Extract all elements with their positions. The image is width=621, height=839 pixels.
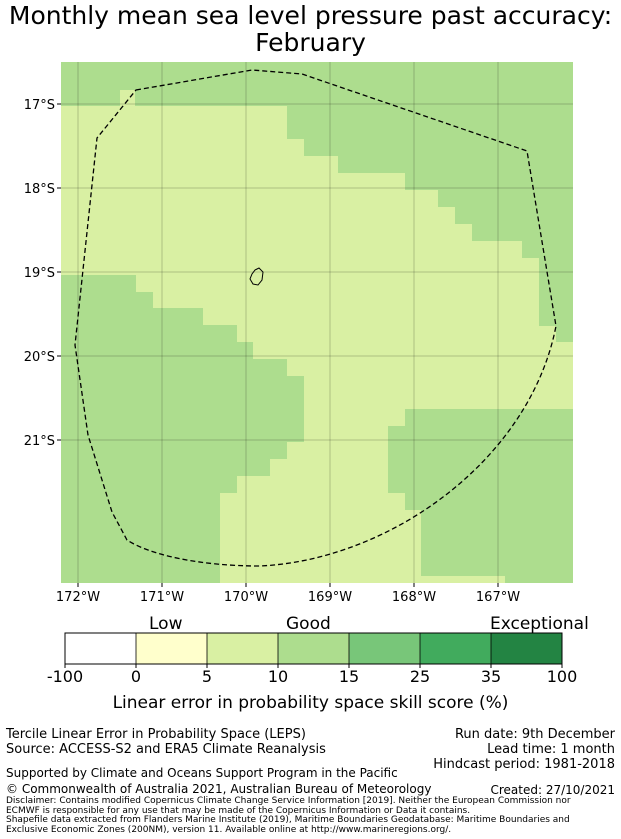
title-line-1: Monthly mean sea level pressure past acc… (8, 1, 613, 30)
hindcast-period: Hindcast period: 1981-2018 (433, 757, 615, 772)
run-date: Run date: 9th December (454, 727, 615, 742)
lat-label-17s: 17°S (24, 98, 55, 113)
disclaimer-line2: ECMWF is responsible for any use that ma… (6, 806, 471, 816)
cb-seg-3 (278, 633, 349, 664)
lon-label-171w: 171°W (140, 590, 184, 605)
lat-label-20s: 20°S (24, 350, 55, 365)
lon-label-168w: 168°W (392, 590, 436, 605)
lat-label-21s: 21°S (24, 434, 55, 449)
cb-tick-2: 5 (201, 667, 213, 686)
copyright: © Commonwealth of Australia 2021, Austra… (6, 782, 432, 796)
cb-seg-5 (420, 633, 491, 664)
lon-label-170w: 170°W (224, 590, 268, 605)
cb-tick-5: 25 (409, 667, 431, 686)
grid-lines (61, 62, 573, 583)
eez-boundary (74, 69, 557, 567)
shapefile-line2: Exclusive Economic Zones (200NM), versio… (6, 825, 452, 835)
island-outline (249, 267, 264, 286)
cb-seg-4 (349, 633, 420, 664)
good-region-west (61, 275, 304, 583)
cb-tick-1: 0 (130, 667, 142, 686)
colorbar (64, 632, 563, 668)
lat-label-19s: 19°S (24, 266, 55, 281)
colorbar-label: Linear error in probability space skill … (112, 693, 509, 713)
info-left-line2: Source: ACCESS-S2 and ERA5 Climate Reana… (6, 742, 326, 757)
cb-tick-4: 15 (338, 667, 360, 686)
lat-label-18s: 18°S (24, 182, 55, 197)
skill-map: 17°S 18°S 19°S 20°S 21°S 172°W 171°W 170… (24, 62, 573, 605)
lon-label-172w: 172°W (56, 590, 100, 605)
lon-label-169w: 169°W (308, 590, 352, 605)
cb-seg-6 (491, 633, 562, 664)
info-left-line1: Tercile Linear Error in Probability Spac… (6, 727, 306, 742)
supported-by: Supported by Climate and Oceans Support … (6, 766, 398, 780)
cb-tick-7: 100 (546, 667, 578, 686)
title-line-2: February (255, 28, 366, 57)
shapefile-line1: Shapefile data extracted from Flanders M… (6, 815, 570, 825)
chart-title: Monthly mean sea level pressure past acc… (0, 2, 621, 56)
good-region-southeast (388, 409, 573, 583)
axis-ticks (57, 103, 499, 587)
disclaimer-line1: Disclaimer: Contains modified Copernicus… (6, 796, 571, 806)
cb-seg-2 (207, 633, 278, 664)
cb-seg-0 (65, 633, 136, 664)
cb-label-good: Good (286, 614, 331, 634)
created-date: Created: 27/10/2021 (490, 783, 615, 797)
lead-time: Lead time: 1 month (487, 742, 615, 757)
cb-tick-0: -100 (46, 667, 84, 686)
lon-label-167w: 167°W (476, 590, 520, 605)
cb-seg-1 (136, 633, 207, 664)
cb-frame (64, 632, 563, 665)
good-region-north (61, 62, 573, 342)
cb-tick-3: 10 (267, 667, 289, 686)
cb-label-low: Low (149, 614, 183, 634)
cb-tick-6: 35 (480, 667, 502, 686)
cb-label-exceptional: Exceptional (490, 614, 589, 634)
